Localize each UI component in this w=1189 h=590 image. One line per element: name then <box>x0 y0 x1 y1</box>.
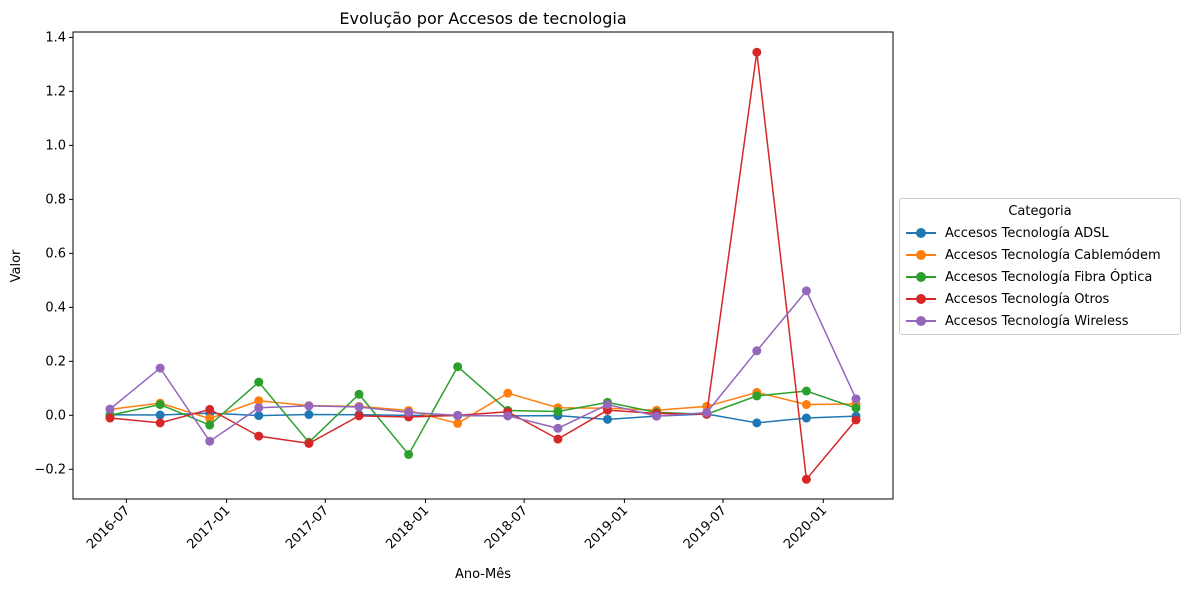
data-point <box>603 400 613 410</box>
data-point <box>105 404 115 414</box>
series-group <box>105 286 861 446</box>
data-point <box>404 407 414 417</box>
y-axis: −0.2 0.0 0.2 0.4 0.6 0.8 1.0 1.2 1.4 <box>34 30 73 477</box>
data-point <box>254 377 264 387</box>
y-tick-label: 0.8 <box>45 192 66 207</box>
data-point <box>752 346 762 356</box>
series-layer <box>105 47 861 484</box>
x-tick-label: 2017-01 <box>184 503 233 552</box>
data-point <box>155 418 165 428</box>
data-point <box>404 449 414 459</box>
data-point <box>453 362 463 372</box>
x-tick-label: 2020-01 <box>781 503 830 552</box>
x-tick-label: 2018-01 <box>383 503 432 552</box>
legend-label: Accesos Tecnología Wireless <box>945 313 1129 329</box>
data-point <box>801 386 811 396</box>
legend-swatch <box>906 311 936 331</box>
data-point <box>702 408 712 418</box>
data-point <box>453 418 463 428</box>
y-axis-label: Valor <box>9 249 24 282</box>
legend-swatch <box>906 245 936 265</box>
legend-swatch <box>906 223 936 243</box>
legend: Categoria Accesos Tecnología ADSL Accesos… <box>899 198 1181 335</box>
data-point <box>851 394 861 404</box>
x-tick-label: 2019-01 <box>582 503 631 552</box>
data-point <box>304 438 314 448</box>
data-point <box>155 363 165 373</box>
series-line <box>109 365 857 456</box>
y-tick-label: 1.2 <box>45 84 66 99</box>
data-point <box>304 410 314 420</box>
data-point <box>752 391 762 401</box>
data-point <box>801 400 811 410</box>
y-tick-label: 1.4 <box>45 30 66 45</box>
data-point <box>254 411 264 421</box>
x-tick-label: 2018-07 <box>482 503 531 552</box>
data-point <box>205 414 215 424</box>
data-point <box>254 403 264 413</box>
legend-item: Accesos Tecnología Otros <box>906 289 1109 309</box>
data-point <box>801 286 811 296</box>
data-point <box>105 413 115 423</box>
data-point <box>851 415 861 425</box>
data-point <box>503 411 513 421</box>
data-point <box>553 407 563 417</box>
data-point <box>354 411 364 421</box>
data-point <box>801 474 811 484</box>
data-point <box>553 423 563 433</box>
series-group <box>105 47 861 484</box>
legend-swatch <box>906 267 936 287</box>
y-tick-label: 0.2 <box>45 354 66 369</box>
y-tick-label: 0.4 <box>45 300 66 315</box>
y-tick-label: 0.0 <box>45 408 66 423</box>
x-axis-label: Ano-Mês <box>455 567 511 582</box>
series-line <box>109 391 857 425</box>
data-point <box>801 413 811 423</box>
data-point <box>205 420 215 430</box>
data-point <box>155 410 165 420</box>
x-tick-label: 2017-07 <box>283 503 332 552</box>
legend-item: Accesos Tecnología Cablemódem <box>906 245 1161 265</box>
legend-label: Accesos Tecnología Cablemódem <box>945 247 1161 263</box>
legend-item: Accesos Tecnología ADSL <box>906 223 1109 243</box>
data-point <box>603 414 613 424</box>
series-line <box>109 52 857 482</box>
y-tick-label: 1.0 <box>45 138 66 153</box>
data-point <box>752 47 762 57</box>
y-tick-label: −0.2 <box>34 462 66 477</box>
y-tick-label: 0.6 <box>45 246 66 261</box>
plot-frame <box>72 31 894 500</box>
data-point <box>155 400 165 410</box>
legend-item: Accesos Tecnología Wireless <box>906 311 1129 331</box>
legend-title: Categoria <box>1008 204 1072 219</box>
data-point <box>205 436 215 446</box>
series-line <box>109 289 857 443</box>
legend-label: Accesos Tecnología ADSL <box>945 225 1109 241</box>
data-point <box>453 410 463 420</box>
data-point <box>354 389 364 399</box>
data-point <box>205 404 215 414</box>
data-point <box>553 434 563 444</box>
data-point <box>752 418 762 428</box>
legend-swatch <box>906 289 936 309</box>
x-tick-label: 2019-07 <box>681 503 730 552</box>
data-point <box>254 431 264 441</box>
data-point <box>851 403 861 413</box>
x-tick-label: 2016-07 <box>84 503 133 552</box>
data-point <box>652 411 662 421</box>
data-point <box>254 396 264 406</box>
series-group <box>105 362 861 459</box>
data-point <box>354 402 364 412</box>
chart-title: Evolução por Accesos de tecnologia <box>339 9 626 28</box>
x-axis: 2016-07 2017-01 2017-07 2018-01 2018-07 2019-… <box>84 499 830 552</box>
data-point <box>304 401 314 411</box>
legend-label: Accesos Tecnología Fibra Óptica <box>945 269 1153 285</box>
legend-label: Accesos Tecnología Otros <box>945 291 1110 307</box>
data-point <box>503 388 513 398</box>
legend-item: Accesos Tecnología Fibra Óptica <box>906 267 1152 287</box>
